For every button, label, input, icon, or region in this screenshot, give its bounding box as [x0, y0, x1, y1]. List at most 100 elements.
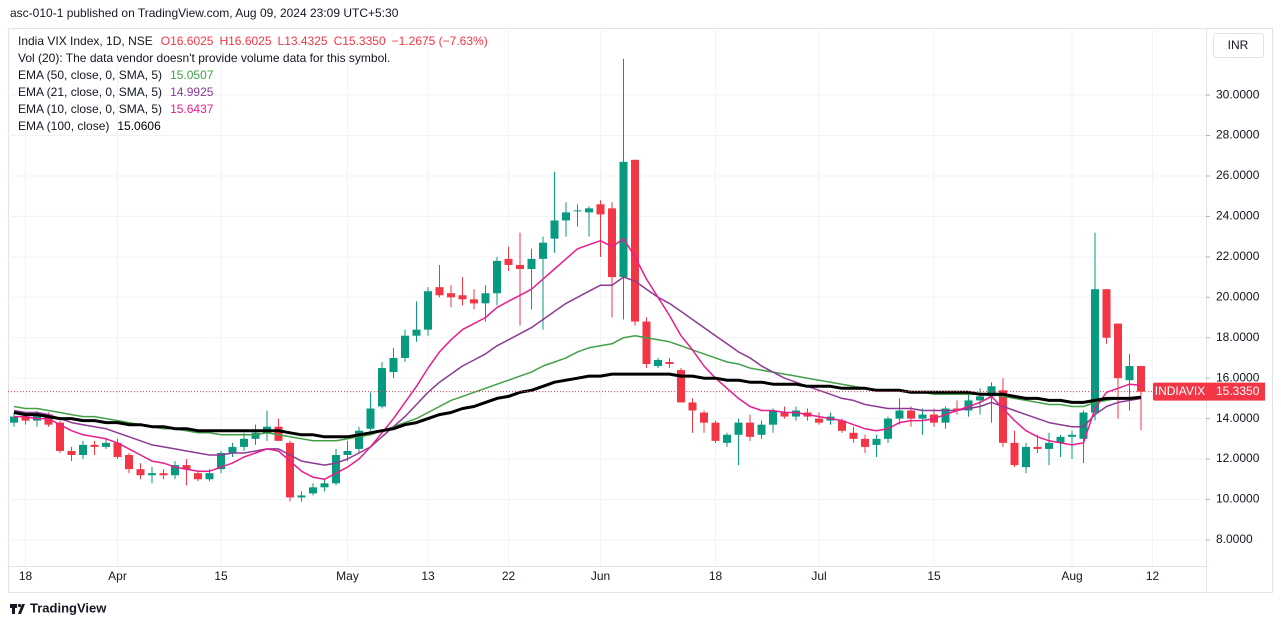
candle-body [217, 452, 225, 470]
candle-body [964, 400, 973, 411]
candle-body [389, 357, 398, 373]
candle-body [228, 446, 237, 453]
candle-body [1010, 442, 1019, 466]
candle-body [378, 368, 386, 407]
candle-body [654, 359, 662, 367]
candle-body [918, 414, 927, 419]
candle-body [953, 408, 961, 411]
price-value: 15.3350 [1216, 384, 1260, 398]
price-symbol-box [1153, 382, 1208, 401]
candle-body [424, 291, 432, 330]
y-tick-label: 26.0000 [1216, 168, 1260, 182]
candle-body [780, 412, 789, 417]
candle-body [286, 442, 294, 498]
x-tick-label: 13 [421, 569, 435, 583]
legend-name: EMA (50, close, 0, SMA, 5) [18, 68, 162, 82]
ohlc-value: O16.6025 [161, 34, 214, 48]
candle-body [527, 258, 536, 269]
candle-body [700, 412, 708, 423]
candle-body [481, 293, 490, 304]
x-tick-label: Aug [1061, 569, 1082, 583]
ema-line [13, 372, 1142, 439]
legend-entry: EMA (21, close, 0, SMA, 5) 14.9925 [18, 85, 214, 99]
candle-body [872, 438, 881, 445]
header: asc-010-1 published on TradingView.com, … [10, 6, 399, 20]
candle-body [194, 473, 202, 480]
candle-body [608, 208, 616, 278]
candle-body [470, 299, 478, 304]
y-tick-label: 12.0000 [1216, 451, 1260, 465]
candle-body [79, 444, 87, 455]
candle-body [309, 487, 317, 494]
candle-body [585, 208, 593, 213]
candle-body [573, 210, 582, 212]
candle-body [205, 473, 214, 480]
ohlc-value: C15.3350 [334, 34, 386, 48]
y-tick-label: 18.0000 [1216, 330, 1260, 344]
candle-body [1022, 446, 1030, 468]
candle-body [550, 220, 559, 239]
candle-body [1033, 446, 1042, 449]
candle-body [849, 432, 858, 439]
tv-logo [10, 603, 25, 614]
currency-button[interactable] [1213, 33, 1264, 58]
ohlc: O16.6025 H16.6025 L13.4325 C15.3350 [161, 34, 386, 48]
candle-body [332, 454, 340, 484]
candle-body [493, 260, 501, 294]
overlay: India VIX Index, 1D, NSE O16.6025 H16.6025… [18, 34, 1265, 401]
y-tick-label: 10.0000 [1216, 492, 1260, 506]
y-tick-label: 16.0000 [1216, 370, 1260, 384]
x-tick-label: 22 [502, 569, 516, 583]
ohlc-value: H16.6025 [219, 34, 271, 48]
candle-body [907, 410, 915, 419]
candle-body [343, 450, 352, 455]
candle-body [976, 396, 984, 401]
x-tick-label: 15 [214, 569, 228, 583]
candle-body [366, 408, 375, 429]
legend-value: 15.0606 [117, 119, 161, 133]
currency[interactable]: INR [1228, 38, 1249, 52]
candle-body [769, 410, 777, 425]
candle-body [665, 361, 674, 365]
candle-body [171, 465, 179, 476]
x-tick-label: 12 [1146, 569, 1160, 583]
legend-value: 15.0507 [170, 68, 214, 82]
candle-body [458, 295, 467, 300]
ohlc-value: L13.4325 [278, 34, 328, 48]
candle-body [1045, 442, 1053, 449]
candle-body [401, 335, 409, 358]
candle-body [136, 469, 145, 476]
legend-title-line: India VIX Index, 1D, NSE O16.6025 H16.6025… [18, 34, 488, 48]
candle-body [182, 465, 191, 470]
candle-body [815, 418, 823, 423]
candle-body [159, 473, 168, 476]
y-tick-label: 30.0000 [1216, 87, 1260, 101]
candle-body [1102, 289, 1111, 338]
chart-frame [8, 28, 1273, 593]
candle-body [33, 414, 41, 421]
candle-body [838, 420, 846, 431]
ema-line [13, 334, 1142, 442]
y-tick-label: 14.0000 [1216, 411, 1260, 425]
candle-body [355, 430, 363, 449]
candle-body [10, 416, 18, 423]
grid: 8.0000 10.0000 12.0000 14.0000 16.0000 18.000… [8, 30, 1260, 583]
legend-value: 14.9925 [170, 85, 214, 99]
candle-body [734, 422, 743, 435]
ema-line [13, 276, 1142, 466]
candle-body [596, 204, 605, 215]
x-tick-label: 15 [927, 569, 941, 583]
candle-body [711, 422, 720, 441]
y-tick-label: 8.0000 [1216, 532, 1253, 546]
candle-body [1091, 289, 1099, 413]
candle-body [562, 212, 570, 221]
candle-body [412, 329, 421, 336]
footer: TradingView [30, 600, 107, 615]
candle-body [148, 473, 156, 476]
candle-body [792, 410, 800, 417]
candle-body [631, 159, 639, 322]
candle-body [447, 293, 455, 298]
candle-body [688, 402, 697, 411]
